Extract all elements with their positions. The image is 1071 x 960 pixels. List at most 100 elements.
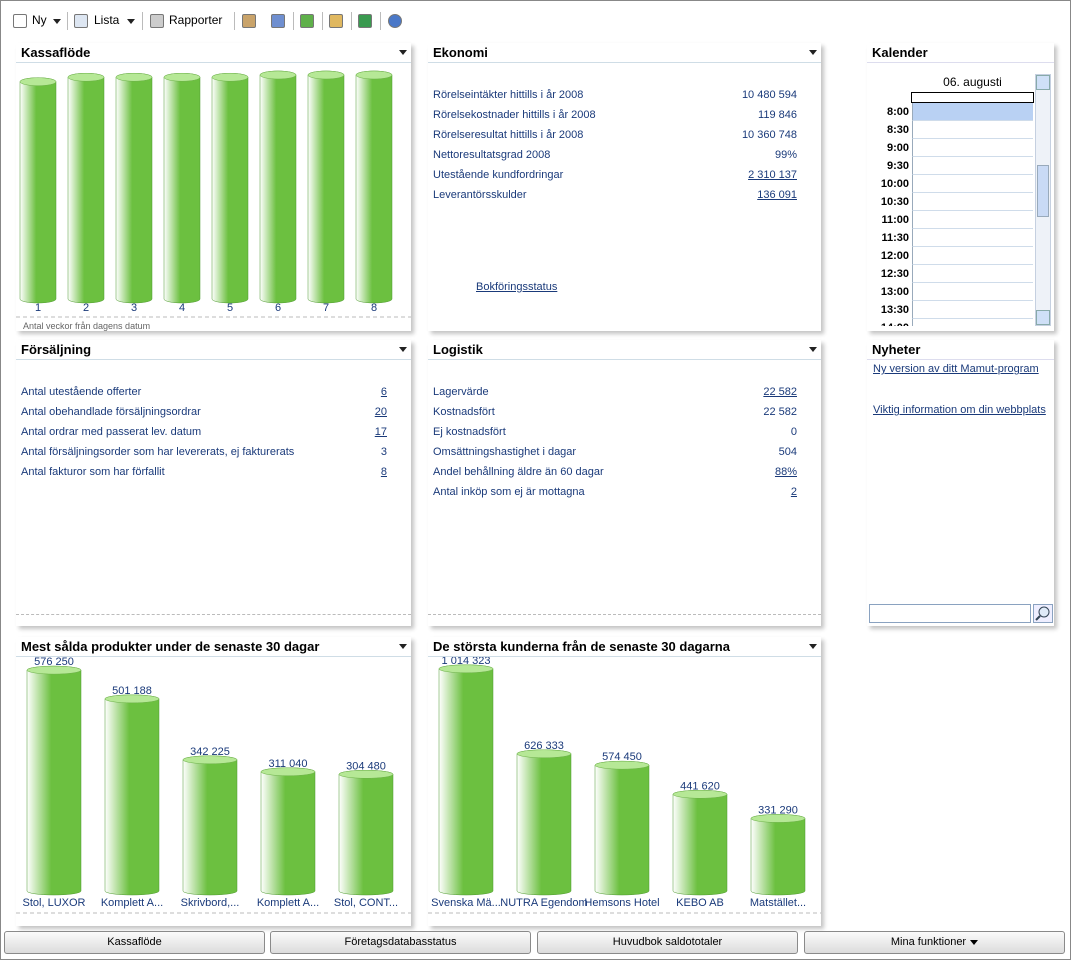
tool-icon[interactable]	[329, 14, 343, 28]
row-label[interactable]: Antal ordrar med passerat lev. datum	[21, 426, 202, 438]
x-tick-label: 2	[83, 302, 89, 314]
row-label[interactable]: Andel behållning äldre än 60 dagar	[433, 466, 604, 478]
toolbar-new[interactable]: Ny	[32, 13, 47, 27]
time-slot[interactable]	[912, 301, 1033, 319]
time-slot[interactable]	[912, 157, 1033, 175]
row-value[interactable]: 2 310 137	[748, 169, 797, 181]
scroll-thumb[interactable]	[1037, 165, 1049, 217]
sales-panel: Försäljning Antal utestående offerter 6 An…	[16, 340, 411, 626]
new-icon	[13, 14, 27, 28]
row-value[interactable]: 88%	[774, 466, 797, 478]
bar-cap	[211, 72, 249, 82]
panel-menu[interactable]	[809, 50, 817, 55]
search-box[interactable]	[869, 604, 1031, 623]
panel-title: Logistik	[428, 340, 821, 360]
info-row: Antal inköp som ej är mottagna 2	[433, 486, 797, 502]
time-slot[interactable]	[912, 247, 1033, 265]
time-slot[interactable]	[912, 193, 1033, 211]
time-label: 13:30	[880, 304, 909, 316]
calendar-date: 06. augusti	[943, 75, 1002, 89]
time-slot[interactable]	[912, 175, 1033, 193]
time-slot[interactable]	[912, 139, 1033, 157]
x-tick-label: 4	[179, 302, 185, 314]
row-label[interactable]: Antal utestående offerter	[21, 386, 142, 398]
dropdown-arrow	[127, 19, 135, 24]
scroll-up[interactable]	[1036, 75, 1050, 90]
help-icon[interactable]	[388, 14, 402, 28]
search-button[interactable]	[1033, 604, 1053, 623]
row-value[interactable]: 22 582	[763, 386, 797, 398]
all-day-row[interactable]	[911, 92, 1034, 103]
time-slot[interactable]	[912, 211, 1033, 229]
tab-button[interactable]: Företagsdatabasstatus	[270, 931, 531, 954]
logistics-panel: Logistik Lagervärde 22 582 Kostnadsfört 22 …	[428, 340, 821, 626]
x-tick-label: 3	[131, 302, 137, 314]
row-label[interactable]: Lagervärde	[433, 386, 489, 398]
panel-menu[interactable]	[399, 644, 407, 649]
panel-menu[interactable]	[399, 50, 407, 55]
row-value[interactable]: 8	[380, 466, 387, 478]
panel-menu[interactable]	[809, 644, 817, 649]
row-value[interactable]: 6	[380, 386, 387, 398]
tool-icon[interactable]	[242, 14, 256, 28]
handle	[1035, 615, 1041, 621]
dropdown-arrow	[970, 939, 979, 945]
scrollbar[interactable]	[1035, 74, 1051, 326]
economy-panel: Ekonomi Bokföringsstatus Rörelseintäkter…	[428, 43, 821, 331]
time-label: 12:30	[880, 268, 909, 280]
bar-cap	[672, 790, 728, 799]
x-tick-label: KEBO AB	[676, 897, 724, 909]
time-slot[interactable]	[912, 229, 1033, 247]
time-label: 12:00	[880, 250, 909, 262]
time-label: 8:30	[886, 124, 909, 136]
export-icon[interactable]	[358, 14, 372, 28]
info-row: Ej kostnadsfört 0	[433, 426, 797, 442]
tab-button[interactable]: Kassaflöde	[4, 931, 265, 954]
bar	[260, 767, 316, 896]
tool-icon[interactable]	[271, 14, 285, 28]
scroll-down[interactable]	[1036, 310, 1050, 325]
info-row: Lagervärde 22 582	[433, 386, 797, 402]
news-link[interactable]: Viktig information om din webbplats	[873, 404, 1046, 416]
row-label[interactable]: Leverantörsskulder	[433, 189, 527, 201]
cashflow-panel: Kassaflöde 1 2 3 4 5 6 7 8 Antal veckor från dag…	[16, 43, 411, 331]
news-link[interactable]: Ny version av ditt Mamut-program	[873, 363, 1039, 375]
time-slot[interactable]	[912, 319, 1033, 326]
bar-cap	[259, 70, 297, 80]
refresh-icon[interactable]	[300, 14, 314, 28]
row-label[interactable]: Antal inköp som ej är mottagna	[433, 486, 585, 498]
toolbar-list[interactable]: Lista	[94, 13, 120, 27]
panel-menu[interactable]	[809, 347, 817, 352]
x-tick-label: 5	[227, 302, 233, 314]
row-label[interactable]: Utestående kundfordringar	[433, 169, 564, 181]
row-label[interactable]: Antal obehandlade försäljningsordrar	[21, 406, 201, 418]
row-value: 22 582	[763, 406, 797, 418]
tab-button[interactable]: Mina funktioner	[804, 931, 1065, 954]
toolbar-reports[interactable]: Rapporter	[169, 13, 223, 27]
list-icon	[74, 14, 88, 28]
time-grid: 8:00 8:30 9:00 9:30 10:00 10:30 11:00 11:30 12:0…	[867, 103, 1034, 326]
bar-cap	[750, 814, 806, 823]
info-row: Rörelseresultat hittills i år 2008 10 360…	[433, 129, 797, 145]
time-slot[interactable]	[912, 265, 1033, 283]
tab-button[interactable]: Huvudbok saldototaler	[537, 931, 798, 954]
bar-cap	[19, 77, 57, 86]
row-value[interactable]: 2	[790, 486, 797, 498]
value-label: 304 480	[346, 760, 386, 772]
time-label: 10:00	[880, 178, 909, 190]
time-label: 14:00	[867, 322, 909, 326]
calendar-panel: Kalender 06. augusti 8:00 8:30 9:00 9:30 10:…	[867, 43, 1054, 331]
row-value[interactable]: 20	[374, 406, 387, 418]
panel-menu[interactable]	[399, 347, 407, 352]
row-label[interactable]: Antal fakturor som har förfallit	[21, 466, 165, 478]
info-row: Rörelsekostnader hittills i år 2008 119 8…	[433, 109, 797, 125]
time-slot[interactable]	[912, 103, 1033, 121]
x-tick-label: Stol, LUXOR	[23, 897, 86, 909]
bar-cap	[104, 694, 160, 704]
time-slot[interactable]	[912, 121, 1033, 139]
status-link[interactable]: Bokföringsstatus	[476, 281, 558, 293]
row-value[interactable]: 136 091	[757, 189, 797, 201]
bar	[19, 77, 57, 304]
row-value[interactable]: 17	[374, 426, 387, 438]
time-slot[interactable]	[912, 283, 1033, 301]
